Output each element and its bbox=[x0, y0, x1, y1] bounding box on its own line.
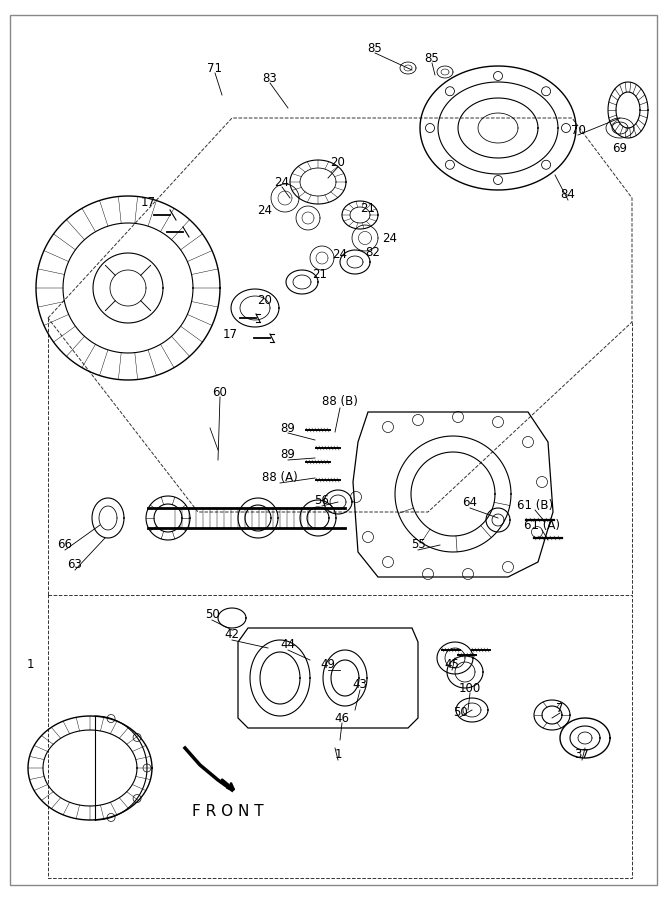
Text: 82: 82 bbox=[366, 246, 380, 258]
Text: 85: 85 bbox=[425, 51, 440, 65]
Text: 49: 49 bbox=[321, 659, 336, 671]
Text: 84: 84 bbox=[560, 188, 576, 202]
Text: 24: 24 bbox=[333, 248, 348, 262]
Text: 7: 7 bbox=[556, 701, 564, 715]
Text: 56: 56 bbox=[315, 493, 329, 507]
Text: 61 (A): 61 (A) bbox=[524, 518, 560, 532]
Text: 70: 70 bbox=[570, 123, 586, 137]
Text: 45: 45 bbox=[445, 659, 460, 671]
Text: 46: 46 bbox=[334, 712, 350, 724]
Text: 20: 20 bbox=[257, 293, 272, 307]
Text: 43: 43 bbox=[353, 679, 368, 691]
Text: 63: 63 bbox=[67, 559, 83, 572]
Text: 17: 17 bbox=[141, 195, 155, 209]
Text: 44: 44 bbox=[281, 638, 295, 652]
Text: 88 (A): 88 (A) bbox=[262, 472, 298, 484]
Text: 60: 60 bbox=[213, 385, 227, 399]
Text: 88 (B): 88 (B) bbox=[322, 395, 358, 409]
Text: 64: 64 bbox=[462, 496, 478, 508]
Text: 50: 50 bbox=[453, 706, 468, 718]
Text: 61 (B): 61 (B) bbox=[517, 499, 553, 511]
Text: 71: 71 bbox=[207, 61, 223, 75]
Text: 85: 85 bbox=[368, 41, 382, 55]
Text: 24: 24 bbox=[257, 203, 273, 217]
Text: 24: 24 bbox=[275, 176, 289, 188]
Text: 1: 1 bbox=[26, 659, 34, 671]
Text: 20: 20 bbox=[331, 156, 346, 168]
Text: 21: 21 bbox=[313, 268, 327, 282]
Text: 37: 37 bbox=[574, 749, 590, 761]
Text: 83: 83 bbox=[263, 71, 277, 85]
Text: 21: 21 bbox=[360, 202, 376, 214]
Text: 66: 66 bbox=[57, 538, 73, 552]
Text: 17: 17 bbox=[223, 328, 237, 341]
Text: 24: 24 bbox=[382, 231, 398, 245]
Text: F R O N T: F R O N T bbox=[192, 805, 264, 820]
Text: 100: 100 bbox=[459, 681, 481, 695]
Text: 50: 50 bbox=[205, 608, 219, 622]
Text: 55: 55 bbox=[411, 538, 426, 552]
Text: 1: 1 bbox=[334, 749, 342, 761]
Text: 89: 89 bbox=[281, 448, 295, 462]
Text: 42: 42 bbox=[225, 628, 239, 642]
Text: 89: 89 bbox=[281, 421, 295, 435]
Text: 69: 69 bbox=[612, 141, 628, 155]
